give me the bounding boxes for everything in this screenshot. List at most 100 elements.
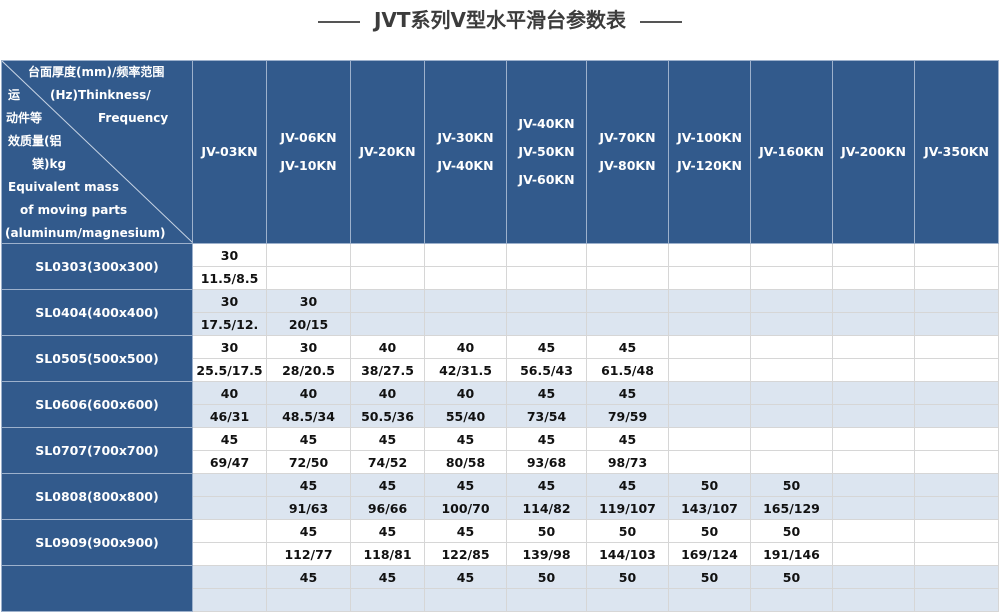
thickness-cell — [750, 427, 833, 451]
table-row: SL0404(400x400) 30 30 — [1, 289, 999, 336]
corner-bottom-5: Equivalent mass — [8, 180, 119, 194]
thickness-cell: 40 — [266, 381, 351, 405]
mass-cell — [506, 312, 587, 336]
table-row: 69/47 72/50 74/52 80/58 93/68 98/73 — [2, 450, 999, 474]
column-header: JV-70KN JV-80KN — [586, 60, 669, 244]
thickness-cell: 50 — [668, 519, 751, 543]
thickness-cell: 30 — [266, 335, 351, 359]
table-row: 11.5/8.5 — [2, 266, 999, 290]
corner-bottom-1: 运 — [8, 88, 21, 102]
mass-cell — [832, 542, 915, 566]
mass-cell: 169/124 — [668, 542, 751, 566]
thickness-cell — [914, 519, 999, 543]
thickness-cell: 50 — [668, 565, 751, 589]
thickness-cell — [506, 243, 587, 267]
mass-cell — [750, 312, 833, 336]
thickness-cell — [914, 289, 999, 313]
mass-cell — [914, 496, 999, 520]
model-name: JV-10KN — [280, 158, 337, 173]
mass-cell — [914, 266, 999, 290]
mass-cell — [192, 496, 267, 520]
thickness-cell: 45 — [586, 427, 669, 451]
thickness-cell — [750, 243, 833, 267]
mass-cell: 69/47 — [192, 450, 267, 474]
thickness-cell — [832, 243, 915, 267]
mass-cell — [424, 312, 507, 336]
corner-bottom-3: 效质量(铝 — [8, 134, 62, 148]
row-label: SL0303(300x300) — [1, 243, 193, 290]
thickness-cell: 30 — [192, 335, 267, 359]
mass-cell: 73/54 — [506, 404, 587, 428]
thickness-cell: 45 — [266, 565, 351, 589]
model-name: JV-03KN — [201, 144, 258, 159]
mass-cell — [586, 266, 669, 290]
mass-cell — [914, 542, 999, 566]
table-row: 46/31 48.5/34 50.5/36 55/40 73/54 79/59 — [2, 404, 999, 428]
mass-cell: 79/59 — [586, 404, 669, 428]
thickness-cell: 45 — [266, 427, 351, 451]
thickness-cell: 30 — [192, 243, 267, 267]
mass-cell: 114/82 — [506, 496, 587, 520]
thickness-cell — [350, 243, 425, 267]
corner-top-1: 台面厚度(mm)/频率范围 — [28, 65, 165, 79]
table-row: 91/63 96/66 100/70 114/82 119/107 143/107 165/… — [2, 496, 999, 520]
table-row: SL0707(700x700) 45 45 45 45 45 45 — [1, 427, 999, 474]
mass-cell: 191/146 — [750, 542, 833, 566]
row-label: SL0404(400x400) — [1, 289, 193, 336]
mass-cell — [832, 450, 915, 474]
row-label: SL0909(900x900) — [1, 519, 193, 566]
thickness-cell: 50 — [506, 565, 587, 589]
model-name: JV-06KN — [280, 130, 337, 145]
thickness-cell: 45 — [424, 565, 507, 589]
mass-cell — [914, 358, 999, 382]
mass-cell: 144/103 — [586, 542, 669, 566]
diagonal-divider — [2, 61, 192, 243]
mass-cell: 165/129 — [750, 496, 833, 520]
mass-cell — [750, 588, 833, 612]
mass-cell: 91/63 — [266, 496, 351, 520]
mass-cell: 50.5/36 — [350, 404, 425, 428]
thickness-cell — [914, 473, 999, 497]
thickness-cell — [192, 519, 267, 543]
thickness-cell: 45 — [586, 473, 669, 497]
thickness-cell: 45 — [586, 335, 669, 359]
mass-cell: 48.5/34 — [266, 404, 351, 428]
model-name: JV-40KN — [437, 158, 494, 173]
column-header: JV-100KN JV-120KN — [668, 60, 751, 244]
thickness-cell: 45 — [424, 427, 507, 451]
mass-cell — [266, 266, 351, 290]
mass-cell: 119/107 — [586, 496, 669, 520]
column-header: JV-03KN — [192, 60, 267, 244]
thickness-cell — [668, 335, 751, 359]
mass-cell — [350, 588, 425, 612]
mass-cell — [832, 266, 915, 290]
thickness-cell — [832, 427, 915, 451]
mass-cell — [266, 588, 351, 612]
mass-cell — [750, 450, 833, 474]
corner-top-2: (Hz)Thinkness/ — [50, 88, 151, 102]
thickness-cell: 40 — [192, 381, 267, 405]
corner-bottom-6: of moving parts — [20, 203, 128, 217]
thickness-cell: 30 — [266, 289, 351, 313]
thickness-cell: 30 — [192, 289, 267, 313]
corner-bottom-7: (aluminum/magnesium) — [5, 226, 166, 240]
thickness-cell: 50 — [586, 565, 669, 589]
model-name: JV-350KN — [924, 144, 989, 159]
mass-cell: 25.5/17.5 — [192, 358, 267, 382]
mass-cell: 61.5/48 — [586, 358, 669, 382]
mass-cell: 80/58 — [424, 450, 507, 474]
thickness-cell: 45 — [586, 381, 669, 405]
mass-cell — [668, 588, 751, 612]
thickness-cell — [668, 243, 751, 267]
thickness-cell: 45 — [424, 473, 507, 497]
column-header: JV-06KN JV-10KN — [266, 60, 351, 244]
thickness-cell — [914, 427, 999, 451]
thickness-cell: 45 — [506, 381, 587, 405]
mass-cell: 38/27.5 — [350, 358, 425, 382]
mass-cell — [914, 404, 999, 428]
thickness-cell — [832, 519, 915, 543]
row-label: SL0808(800x800) — [1, 473, 193, 520]
column-header: JV-30KN JV-40KN — [424, 60, 507, 244]
thickness-cell — [668, 289, 751, 313]
mass-cell: 28/20.5 — [266, 358, 351, 382]
